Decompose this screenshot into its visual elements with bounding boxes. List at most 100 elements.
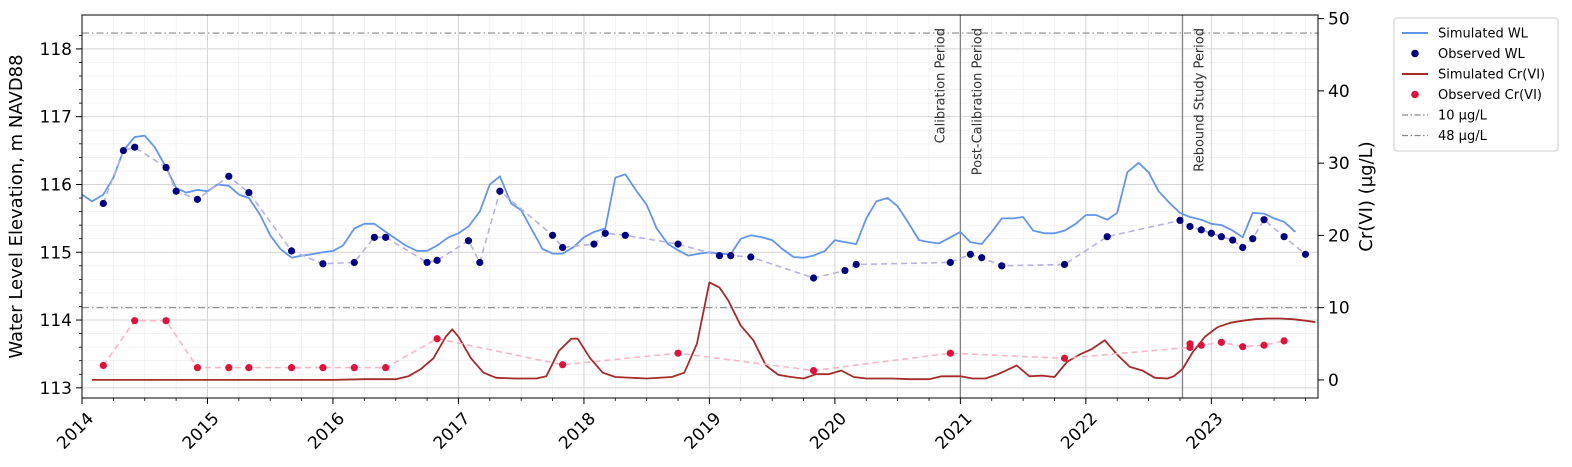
data-point [1208, 230, 1215, 237]
data-point [747, 253, 754, 260]
data-point [1281, 337, 1288, 344]
data-point [978, 254, 985, 261]
grid [82, 15, 1318, 398]
x-tick-label: 2015 [179, 409, 224, 454]
data-point [622, 232, 629, 239]
data-point [319, 260, 326, 267]
data-point [1061, 355, 1068, 362]
data-point [998, 262, 1005, 269]
data-point [245, 189, 252, 196]
y-right-tick-label: 50 [1328, 10, 1350, 30]
data-point [1218, 233, 1225, 240]
data-point [559, 361, 566, 368]
data-point [716, 252, 723, 259]
y-axis-right-title: Cr(VI) (µg/L) [1356, 141, 1377, 251]
y-left-tick-label: 115 [40, 243, 72, 263]
data-point [131, 144, 138, 151]
data-point [1198, 226, 1205, 233]
data-point [434, 257, 441, 264]
data-point [1302, 251, 1309, 258]
data-point [947, 350, 954, 357]
data-point [225, 173, 232, 180]
legend-swatch-marker [1411, 50, 1419, 58]
x-tick-label: 2020 [806, 409, 851, 454]
data-point [100, 200, 107, 207]
data-point [853, 261, 860, 268]
data-point [225, 364, 232, 371]
data-point [590, 241, 597, 248]
data-point [162, 164, 169, 171]
data-point [351, 259, 358, 266]
data-point [947, 259, 954, 266]
data-point [245, 364, 252, 371]
data-point [841, 267, 848, 274]
legend-label: Observed Cr(VI) [1438, 88, 1542, 103]
data-point [1281, 233, 1288, 240]
data-point [1061, 261, 1068, 268]
data-point [465, 237, 472, 244]
data-point [674, 350, 681, 357]
series-line-2 [92, 282, 1316, 380]
data-point [288, 247, 295, 254]
data-point [496, 188, 503, 195]
y-right-tick-label: 30 [1328, 154, 1350, 174]
y-right-tick-label: 20 [1328, 226, 1350, 246]
period-label-1: Post-Calibration Period [970, 28, 985, 175]
data-point [371, 234, 378, 241]
data-point [1104, 233, 1111, 240]
data-point [382, 364, 389, 371]
legend-label: 48 µg/L [1438, 129, 1488, 144]
period-label-0: Calibration Period [933, 28, 948, 143]
data-point [351, 364, 358, 371]
y-left-tick-label: 113 [40, 379, 72, 399]
data-point [1249, 235, 1256, 242]
period-lines: Calibration Period Post-Calibration Perio… [933, 15, 1207, 398]
data-point [382, 234, 389, 241]
y-right-tick-label: 40 [1328, 82, 1350, 102]
legend: Simulated WL Observed WL Simulated Cr(VI) O… [1394, 18, 1558, 151]
data-point [1218, 339, 1225, 346]
y-right-tick-label: 0 [1328, 371, 1339, 391]
data-point [131, 317, 138, 324]
data-point [1186, 340, 1193, 347]
legend-swatch-marker [1411, 91, 1419, 99]
legend-label: Simulated Cr(VI) [1438, 68, 1545, 83]
data-point [319, 364, 326, 371]
data-point [1198, 342, 1205, 349]
data-point [1229, 236, 1236, 243]
data-point [1239, 343, 1246, 350]
data-point [173, 188, 180, 195]
reference-lines [82, 33, 1318, 308]
data-point [549, 232, 556, 239]
y-left-tick-label: 114 [40, 311, 72, 331]
x-tick-label: 2014 [53, 409, 98, 454]
data-point [194, 364, 201, 371]
data-point [1176, 217, 1183, 224]
legend-label: Observed WL [1438, 47, 1526, 62]
x-tick-label: 2017 [430, 409, 475, 454]
series-connector-3 [103, 321, 1284, 371]
y-axis-left-title: Water Level Elevation, m NAVD88 [6, 54, 27, 358]
legend-label: Simulated WL [1438, 27, 1529, 42]
data-point [1260, 342, 1267, 349]
y-left-tick-label: 118 [40, 40, 72, 60]
period-label-2: Rebound Study Period [1192, 28, 1207, 172]
x-tick-label: 2021 [932, 409, 977, 454]
x-tick-label: 2018 [555, 409, 600, 454]
series-line-0 [82, 136, 1295, 258]
data-point [559, 244, 566, 251]
data-point [1260, 216, 1267, 223]
plot-frame [82, 15, 1318, 398]
data-series [82, 136, 1316, 380]
y-left-tick-label: 117 [40, 108, 72, 128]
data-point [476, 259, 483, 266]
data-point [120, 147, 127, 154]
data-point [674, 241, 681, 248]
data-point [1239, 244, 1246, 251]
x-tick-label: 2022 [1057, 409, 1102, 454]
x-tick-label: 2016 [304, 409, 349, 454]
data-point [967, 251, 974, 258]
series-connector-1 [103, 147, 1305, 278]
data-point [162, 317, 169, 324]
